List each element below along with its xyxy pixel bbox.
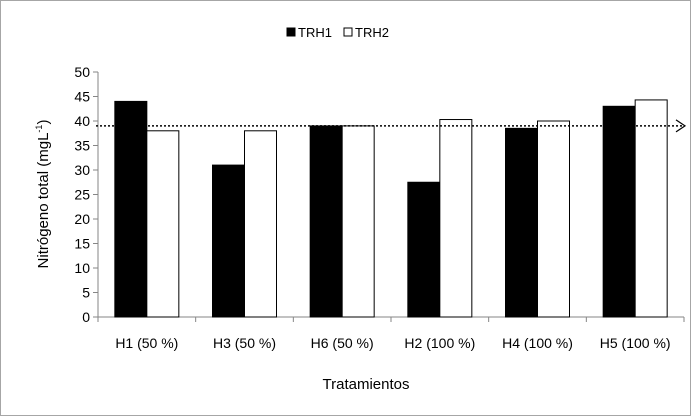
y-axis-title: Nitrógeno total (mgL-1) [34,120,52,269]
reference-line [96,119,687,133]
bar-trh1-3 [309,125,343,318]
bar-trh2-6 [634,99,668,318]
bar-trh2-1 [146,130,180,318]
bar-trh1-6 [602,105,636,318]
reference-line-arrowhead [675,119,687,133]
y-tick-label: 15 [74,236,90,252]
bar-trh1-4 [407,181,441,318]
y-axis-title-close: ) [35,120,52,125]
y-tick-label: 30 [74,162,90,178]
y-tick-label: 5 [82,285,90,301]
bar-trh1-2 [212,164,245,318]
legend-swatch-trh2 [343,27,353,37]
bars [114,99,668,318]
y-axis-title-main: Nitrógeno total (mgL [35,133,52,269]
tick-labels: 0 5 10 15 20 25 30 35 40 45 50 H1 (50 %) H3 (50 %) H6… [74,64,670,351]
x-tick-label: H2 (100 %) [404,335,475,351]
y-tick-label: 10 [74,260,90,276]
legend: TRH1 TRH2 [286,25,389,40]
y-tick-label: 0 [82,309,90,325]
bar-trh2-3 [341,125,375,318]
x-tick-label: H1 (50 %) [115,335,178,351]
x-axis-title: Tratamientos [323,376,410,393]
bar-trh2-5 [537,120,570,318]
y-tick-label: 45 [74,89,90,105]
y-axis-title-superscript: -1 [34,125,44,133]
bar-trh2-4 [439,119,473,318]
y-tick-label: 40 [74,113,90,129]
x-tick-label: H4 (100 %) [502,335,573,351]
y-tick-label: 35 [74,138,90,154]
y-tick-label: 50 [74,64,90,80]
y-tick-label: 25 [74,187,90,203]
axes [93,71,685,322]
bar-trh1-1 [114,100,148,318]
x-tick-label: H5 (100 %) [600,335,671,351]
legend-label-trh2: TRH2 [355,25,389,40]
bar-trh2-2 [244,130,277,318]
legend-swatch-trh1 [286,27,296,37]
bar-trh1-5 [505,127,538,318]
x-tick-label: H6 (50 %) [311,335,374,351]
legend-label-trh1: TRH1 [298,25,332,40]
y-tick-label: 20 [74,211,90,227]
x-tick-label: H3 (50 %) [213,335,276,351]
